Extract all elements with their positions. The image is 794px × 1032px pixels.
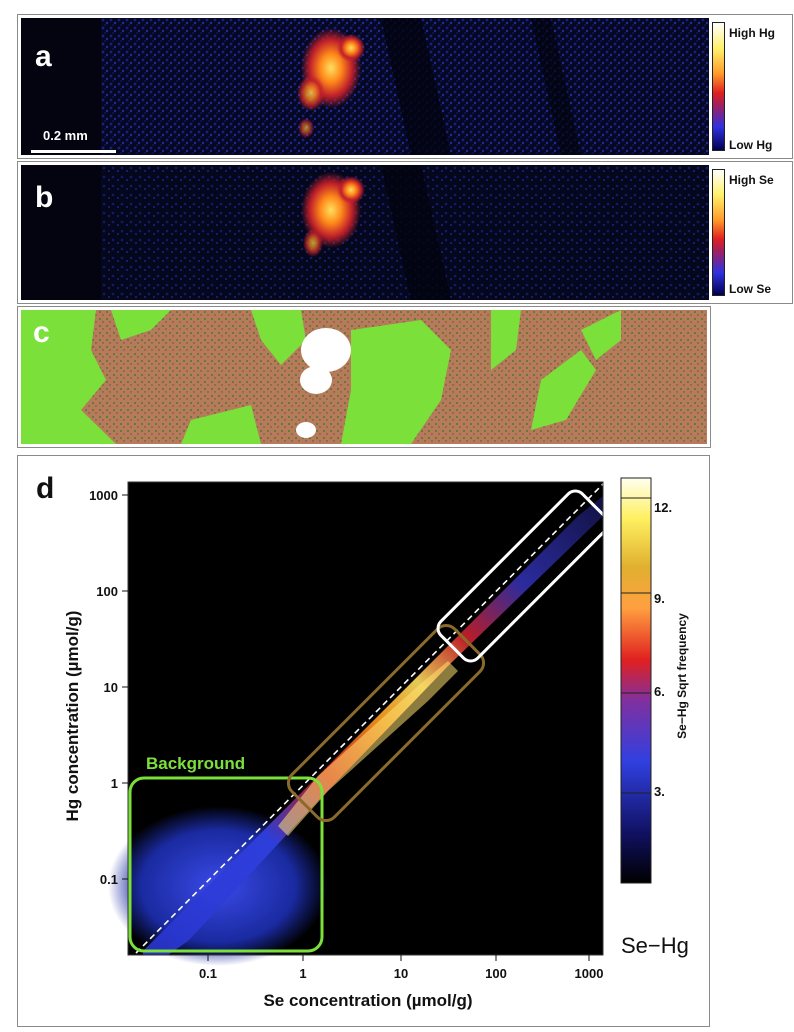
hg-distribution-map [21, 18, 709, 155]
panel-d-label: d [36, 472, 55, 505]
panel-c-frame: c [17, 306, 711, 448]
corner-label: Se−Hg [621, 933, 689, 958]
density-band [143, 496, 603, 955]
classification-map [21, 310, 707, 444]
scale-bar-label: 0.2 mm [43, 128, 88, 143]
x-axis: 0.1 1 10 100 1000 [199, 955, 604, 981]
colorbar-tick-3: 3. [654, 784, 665, 799]
high-region-box [436, 489, 610, 663]
panel-b-map: b [21, 165, 709, 300]
se-distribution-map [21, 165, 709, 300]
panel-a-map: a 0.2 mm [21, 18, 709, 155]
panel-b-label: b [35, 181, 54, 214]
x-tick-1000: 1000 [575, 966, 604, 981]
background-region-box [128, 776, 324, 953]
colorbar-title: Se−Hg Sqrt frequency [675, 613, 689, 739]
y-tick-10: 10 [104, 680, 118, 695]
colorbar-low-hg: Low Hg [729, 138, 773, 152]
colorbar-high-se: High Se [729, 173, 774, 187]
panel-b-frame: b High Se Low Se [17, 161, 793, 304]
y-tick-100: 100 [96, 584, 118, 599]
scale-bar [31, 150, 116, 153]
x-axis-label: Se concentration (µmol/g) [263, 991, 472, 1010]
panel-d-frame: d [17, 455, 710, 1027]
colorbar-tick-12: 12. [654, 500, 672, 515]
panel-a-frame: a 0.2 mm High Hg Low Hg [17, 14, 793, 159]
y-tick-1: 1 [111, 776, 118, 791]
hg-colorbar [712, 22, 725, 151]
y-tick-0.1: 0.1 [100, 872, 118, 887]
x-tick-1: 1 [299, 966, 306, 981]
colorbar-low-se: Low Se [729, 282, 772, 296]
colorbar-tick-9: 9. [654, 591, 665, 606]
y-axis-label: Hg concentration (µmol/g) [63, 611, 82, 822]
colorbar-tick-6: 6. [654, 684, 665, 699]
background-label: Background [146, 754, 245, 773]
se-hg-scatter-density: 1000 100 10 1 0.1 0.1 1 10 100 1000 Se c… [63, 477, 689, 1010]
se-colorbar [712, 169, 725, 296]
y-tick-1000: 1000 [89, 488, 118, 503]
frequency-colorbar [620, 477, 652, 884]
panel-c-map: c [21, 310, 707, 444]
colorbar-high-hg: High Hg [729, 26, 775, 40]
panel-c-label: c [33, 316, 50, 349]
plot-frame [127, 481, 604, 956]
panel-a-label: a [35, 40, 52, 73]
x-tick-100: 100 [485, 966, 507, 981]
one-to-one-line [135, 483, 604, 954]
y-axis: 1000 100 10 1 0.1 [89, 488, 128, 887]
middle-region-box [286, 623, 486, 823]
x-tick-10: 10 [394, 966, 408, 981]
x-tick-0.1: 0.1 [199, 966, 217, 981]
